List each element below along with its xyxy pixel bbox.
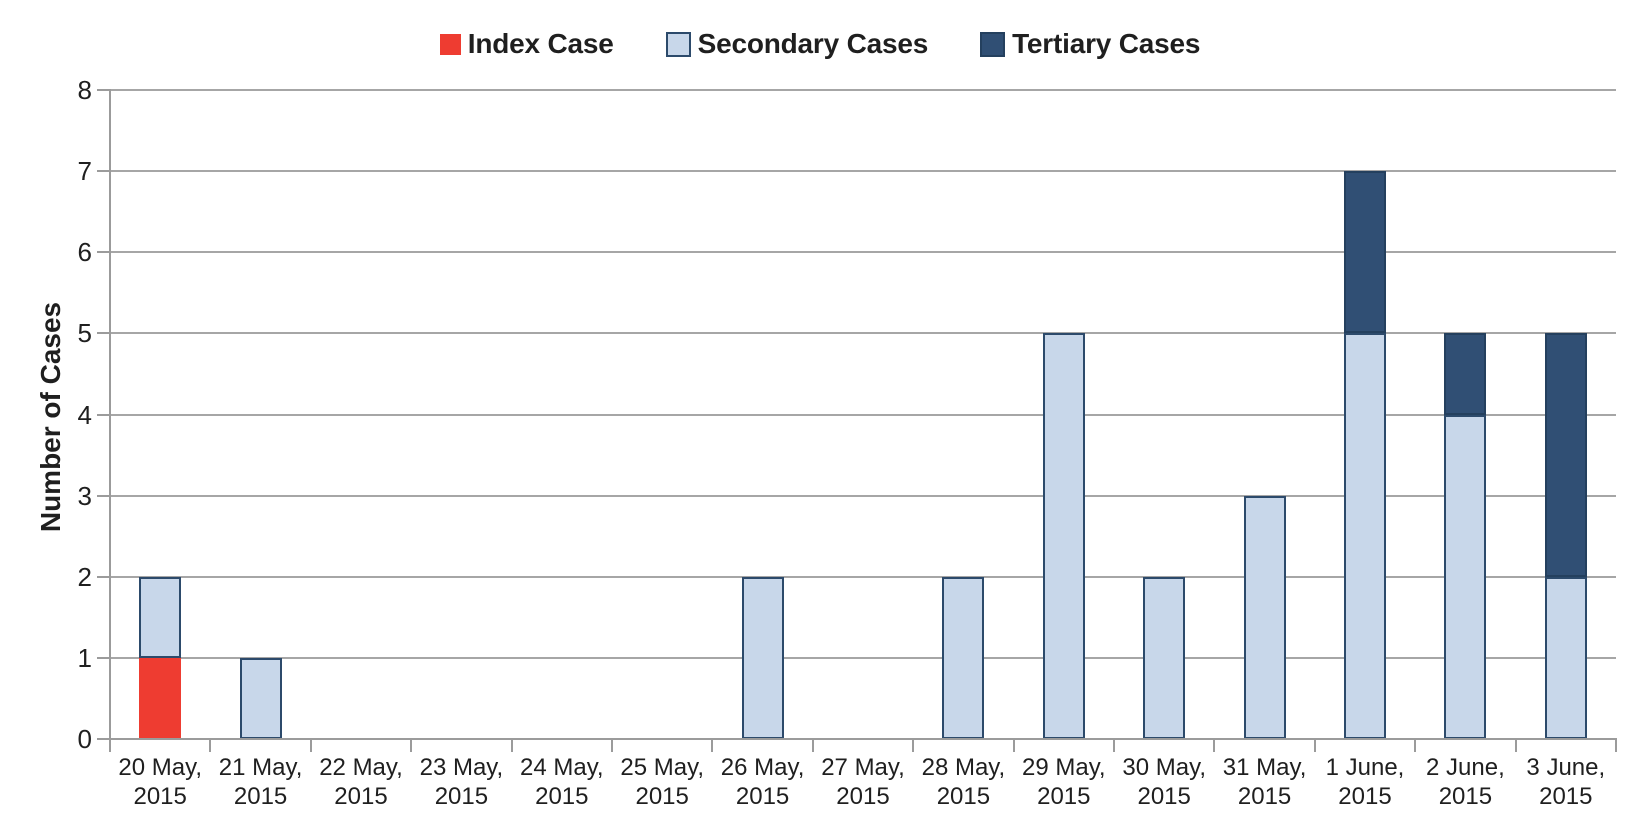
x-tick-label: 3 June, 2015 (1526, 754, 1606, 810)
index-case-swatch-icon (439, 33, 461, 55)
x-axis-tick (811, 739, 814, 752)
x-axis-tick (109, 739, 111, 752)
x-axis-tick (1615, 739, 1617, 752)
x-axis-tick (611, 739, 613, 752)
bar-segment (1143, 576, 1186, 739)
legend-item-secondary-cases: Secondary Cases (665, 28, 929, 60)
x-axis-tick (510, 739, 513, 752)
y-axis-tick (97, 738, 110, 740)
y-tick-label: 5 (77, 318, 92, 349)
y-axis-tick (97, 170, 110, 173)
x-axis-tick (1213, 739, 1216, 752)
x-tick-label: 28 May, 2015 (921, 754, 1006, 810)
x-tick-label: 24 May, 2015 (520, 754, 604, 810)
x-axis-tick (1414, 739, 1417, 752)
bar-segment (1344, 171, 1386, 334)
y-axis-tick (97, 656, 110, 659)
gridline (110, 656, 1616, 659)
bar-segment (1544, 333, 1587, 577)
y-axis-tick (97, 89, 110, 91)
bar-segment (1544, 576, 1587, 739)
gridline (110, 575, 1616, 578)
bar-segment (239, 657, 282, 739)
x-axis-tick (1313, 739, 1316, 752)
bar-segment (1344, 333, 1386, 739)
x-axis-tick (711, 739, 714, 752)
y-tick-label: 7 (77, 156, 92, 187)
y-tick-label: 2 (77, 561, 92, 592)
legend-label-secondary-cases: Secondary Cases (697, 28, 929, 59)
legend-item-index-case: Index Case (439, 28, 614, 60)
bar-segment (139, 657, 182, 739)
legend-label-tertiary-cases: Tertiary Cases (1012, 28, 1201, 59)
gridline (110, 170, 1616, 173)
x-tick-label: 22 May, 2015 (319, 754, 403, 810)
x-axis-tick (912, 739, 915, 752)
x-tick-label: 30 May, 2015 (1122, 754, 1206, 810)
tertiary-cases-swatch-icon (980, 31, 1006, 57)
y-tick-label: 4 (77, 399, 92, 430)
gridline (110, 251, 1616, 254)
secondary-cases-swatch-icon (665, 31, 691, 57)
x-tick-label: 21 May, 2015 (218, 754, 303, 810)
y-tick-label: 1 (77, 642, 92, 673)
y-axis-tick (97, 494, 110, 497)
x-axis-tick (1514, 739, 1517, 752)
y-axis-tick (97, 251, 110, 254)
x-tick-label: 27 May, 2015 (821, 754, 905, 810)
x-axis-tick (309, 739, 312, 752)
legend-item-tertiary-cases: Tertiary Cases (980, 28, 1200, 60)
gridline (110, 89, 1616, 91)
y-axis-tick (97, 575, 110, 578)
bar-segment (1444, 414, 1487, 739)
legend: Index Case Secondary Cases Tertiary Case… (0, 24, 1640, 64)
x-tick-label: 2 June, 2015 (1426, 754, 1505, 810)
y-tick-label: 6 (77, 237, 92, 268)
gridline (110, 332, 1616, 335)
gridline (110, 413, 1616, 416)
x-tick-label: 1 June, 2015 (1325, 754, 1405, 810)
bar-segment (942, 576, 985, 739)
bar-segment (741, 576, 784, 739)
bar-segment (1042, 333, 1085, 739)
x-axis-tick (1113, 739, 1115, 752)
x-tick-label: 23 May, 2015 (419, 754, 504, 810)
y-tick-label: 3 (77, 480, 92, 511)
bar-segment (139, 576, 182, 658)
x-axis-line (109, 738, 1617, 740)
y-axis-line (109, 89, 111, 740)
bar-segment (1243, 495, 1286, 739)
y-axis-tick (97, 413, 110, 416)
y-tick-label: 8 (77, 75, 92, 105)
y-tick-label: 0 (77, 724, 92, 754)
x-tick-label: 26 May, 2015 (720, 754, 805, 810)
legend-label-index-case: Index Case (467, 28, 614, 59)
x-axis-tick (410, 739, 413, 752)
x-axis-tick (1012, 739, 1015, 752)
x-tick-label: 20 May, 2015 (118, 754, 202, 810)
x-axis-tick (209, 739, 212, 752)
x-tick-label: 29 May, 2015 (1022, 754, 1106, 810)
y-axis-tick (97, 332, 110, 335)
bar-segment (1444, 333, 1487, 415)
x-tick-label: 25 May, 2015 (620, 754, 704, 810)
x-tick-label: 31 May, 2015 (1222, 754, 1307, 810)
gridline (110, 494, 1616, 497)
